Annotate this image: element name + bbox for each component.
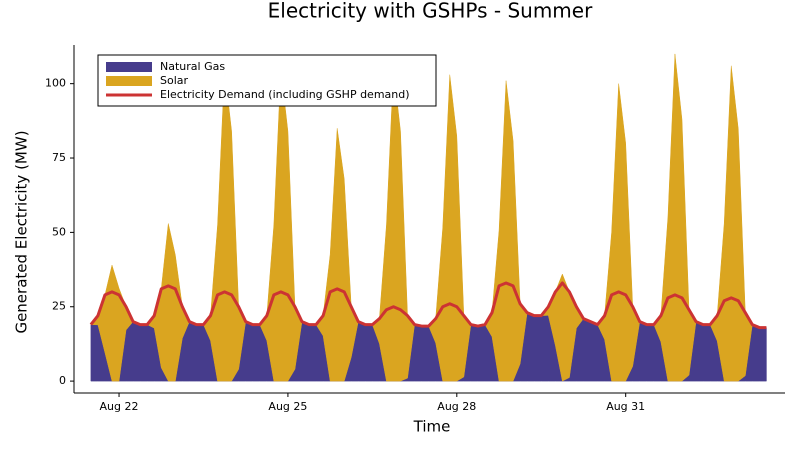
y-tick-label: 100 (45, 77, 66, 90)
chart-title: Electricity with GSHPs - Summer (268, 0, 593, 23)
x-tick-label: Aug 25 (268, 400, 307, 413)
legend-swatch (106, 76, 152, 86)
y-axis-label: Generated Electricity (MW) (13, 130, 31, 333)
y-tick-label: 75 (52, 151, 66, 164)
legend-label: Natural Gas (160, 60, 225, 73)
x-tick-label: Aug 31 (606, 400, 645, 413)
y-tick-label: 50 (52, 225, 66, 238)
legend-box (97, 54, 437, 107)
x-tick-label: Aug 28 (437, 400, 476, 413)
x-tick-label: Aug 22 (100, 400, 139, 413)
y-tick-label: 25 (52, 300, 66, 313)
plot-area (89, 53, 767, 382)
legend-label: Electricity Demand (including GSHP deman… (160, 88, 410, 101)
y-tick-label: 0 (59, 374, 66, 387)
x-axis-label: Time (413, 418, 451, 436)
line (89, 281, 767, 330)
legend-label: Solar (160, 74, 189, 87)
legend-swatch (106, 62, 152, 72)
